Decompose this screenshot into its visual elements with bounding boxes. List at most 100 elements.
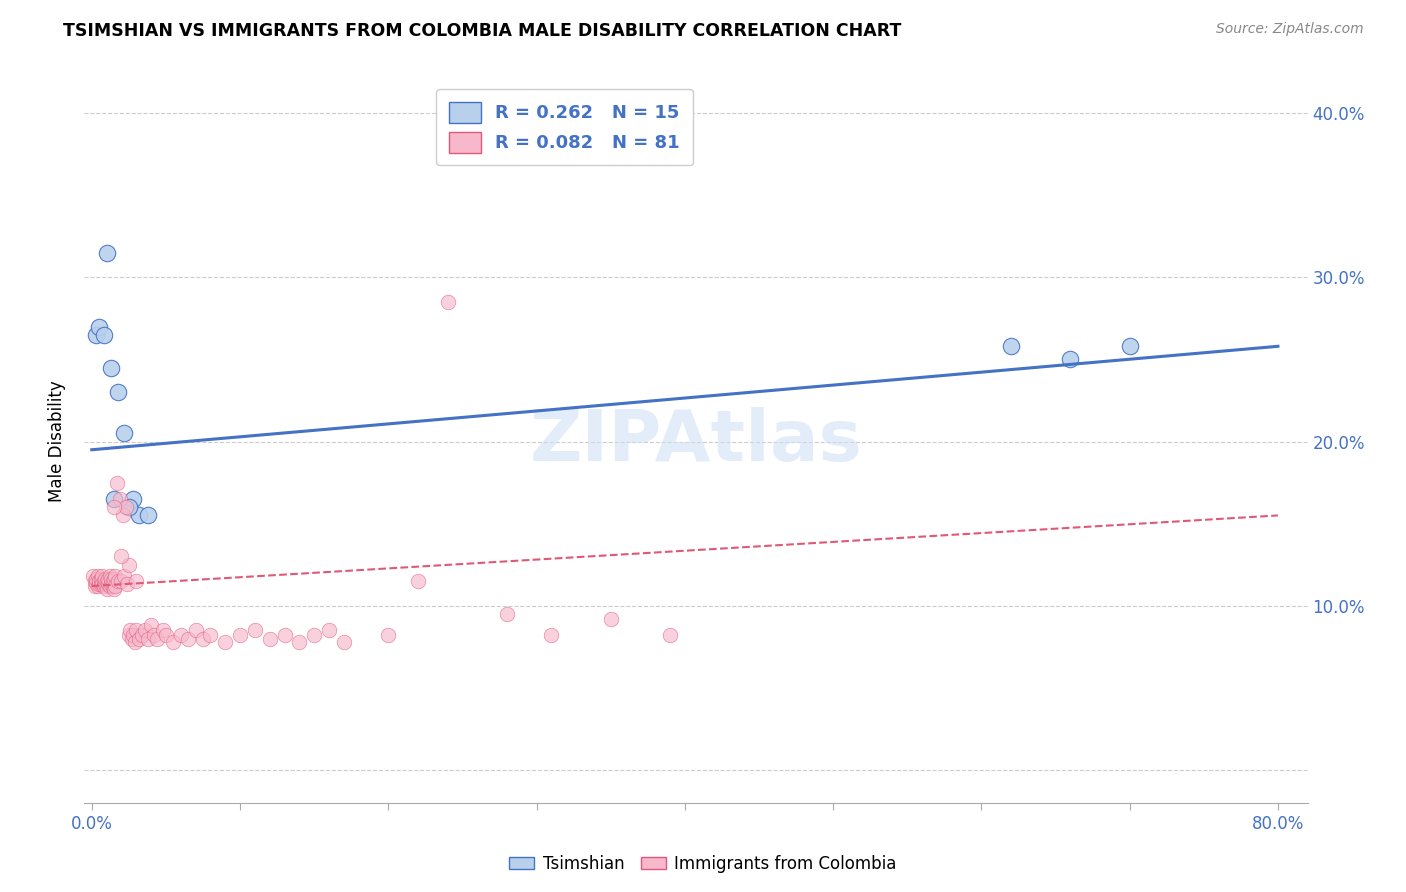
Point [115,500,138,515]
Point [184,624,207,638]
Point [90,577,112,591]
Point [122,628,145,642]
Point [122,491,145,506]
Point [229,628,252,642]
Text: TSIMSHIAN VS IMMIGRANTS FROM COLOMBIA MALE DISABILITY CORRELATION CHART: TSIMSHIAN VS IMMIGRANTS FROM COLOMBIA MA… [63,22,901,40]
Point [118,628,141,642]
Point [90,573,112,587]
Point [118,500,141,515]
Point [89,577,111,591]
Point [97,577,120,591]
Point [84,575,107,590]
Point [131,628,153,642]
Point [134,624,156,638]
Point [406,574,429,588]
Point [177,632,200,646]
Point [333,635,356,649]
Point [84,327,107,342]
Point [98,569,121,583]
Point [89,574,111,588]
Point [259,632,281,646]
Point [108,491,131,506]
Point [83,579,105,593]
Point [103,582,125,597]
Point [103,500,125,515]
Legend: Tsimshian, Immigrants from Colombia: Tsimshian, Immigrants from Colombia [503,848,903,880]
Point [96,245,118,260]
Point [1118,339,1140,353]
Point [93,579,115,593]
Point [110,549,132,564]
Point [103,573,125,587]
Point [97,573,120,587]
Point [84,573,107,587]
Point [302,628,325,642]
Point [170,628,193,642]
Point [105,475,128,490]
Point [288,635,311,649]
Point [214,635,236,649]
Point [136,508,159,523]
Point [243,624,266,638]
Point [100,573,122,587]
Point [103,491,125,506]
Point [1000,339,1022,353]
Point [86,569,108,583]
Point [121,632,143,646]
Point [318,624,340,638]
Point [104,579,127,593]
Point [273,628,295,642]
Point [599,612,621,626]
Point [118,558,141,572]
Point [89,574,111,588]
Point [91,569,114,583]
Point [98,579,121,593]
Point [200,628,222,642]
Point [93,574,115,588]
Point [100,360,122,375]
Point [125,624,148,638]
Point [377,628,399,642]
Point [96,574,118,588]
Point [101,579,124,593]
Point [191,632,214,646]
Point [128,632,150,646]
Point [136,632,159,646]
Point [93,327,115,342]
Point [100,577,122,591]
Point [540,628,562,642]
Point [82,569,104,583]
Point [101,574,124,588]
Point [146,632,169,646]
Point [94,577,117,591]
Point [143,628,166,642]
Point [107,574,129,588]
Point [128,508,150,523]
Point [96,582,118,597]
Y-axis label: Male Disability: Male Disability [48,381,66,502]
Point [152,624,174,638]
Text: ZIPAtlas: ZIPAtlas [530,407,862,476]
Point [124,635,146,649]
Text: Source: ZipAtlas.com: Source: ZipAtlas.com [1216,22,1364,37]
Point [162,635,184,649]
Point [83,574,105,588]
Point [112,569,135,583]
Point [111,508,134,523]
Point [155,628,177,642]
Point [110,574,132,588]
Legend: R = 0.262   N = 15, R = 0.082   N = 81: R = 0.262 N = 15, R = 0.082 N = 81 [436,89,693,165]
Point [1059,352,1081,367]
Point [104,569,127,583]
Point [120,624,142,638]
Point [112,426,135,441]
Point [91,575,114,590]
Point [107,385,129,400]
Point [659,628,682,642]
Point [86,579,108,593]
Point [89,319,111,334]
Point [125,574,148,588]
Point [139,618,162,632]
Point [94,573,117,587]
Point [117,577,139,591]
